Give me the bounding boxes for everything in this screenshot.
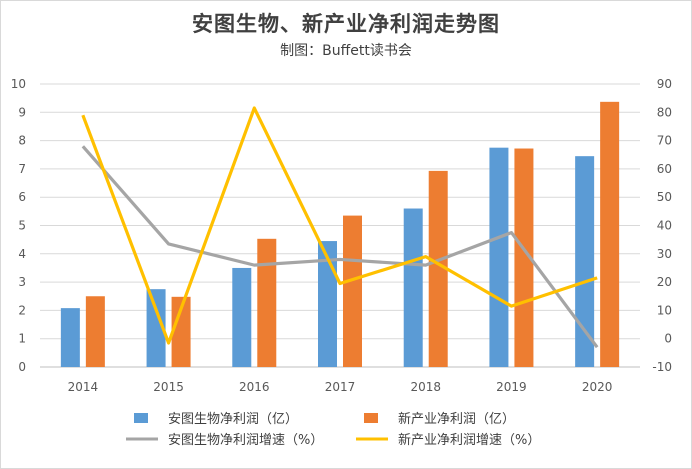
left-axis-tick-label: 8 [18,134,26,148]
legend-label: 新产业净利润（亿） [398,411,515,427]
right-axis-tick-label: 10 [657,303,672,317]
bar [171,296,191,367]
legend-label: 安图生物净利润（亿） [168,412,298,427]
bar [318,241,337,367]
legend-label: 新产业净利润增速（%） [398,432,540,448]
bar [600,101,620,367]
left-axis-tick-label: 3 [18,275,26,289]
left-axis-tick-label: 2 [18,303,26,317]
left-axis-tick-label: 5 [18,219,26,233]
left-axis-tick-label: 7 [18,162,26,176]
right-axis-tick-label: 90 [657,77,672,91]
right-axis-tick-label: 50 [657,190,672,204]
chart-subtitle: 制图：Buffett读书会 [280,43,412,59]
bar [514,148,534,367]
x-axis-tick-label: 2014 [68,380,99,394]
bar [85,296,105,367]
left-axis-tick-label: 0 [18,360,26,374]
legend-swatch [364,413,378,423]
right-axis-tick-label: 30 [657,247,672,261]
x-axis-tick-label: 2015 [153,380,184,394]
right-axis-tick-label: 60 [657,162,672,176]
bar [403,208,423,367]
bar [257,238,277,367]
left-axis-tick-label: 1 [18,332,26,346]
x-axis-tick-label: 2017 [325,380,356,394]
left-axis-tick-label: 6 [18,190,26,204]
chart-title: 安图生物、新产业净利润走势图 [192,12,500,36]
right-axis-tick-label: 20 [657,275,672,289]
right-axis-tick-label: -10 [652,360,672,374]
left-axis-tick-label: 9 [18,105,26,119]
x-axis-tick-label: 2016 [239,380,270,394]
right-axis-tick-label: 0 [664,332,672,346]
legend-label: 安图生物净利润增速（%） [168,433,323,448]
x-axis-tick-label: 2018 [410,380,441,394]
bar [343,215,362,367]
right-axis-tick-label: 80 [657,105,672,119]
bar [146,289,166,367]
x-axis-tick-label: 2020 [582,380,613,394]
bar [232,267,252,367]
bar [575,156,595,367]
right-axis-tick-label: 40 [657,219,672,233]
left-axis-tick-label: 10 [11,77,26,91]
legend-swatch [134,413,148,423]
x-axis-tick-label: 2019 [496,380,527,394]
bar [60,308,80,367]
left-axis-tick-label: 4 [18,247,26,261]
right-axis-tick-label: 70 [657,134,672,148]
bar [489,147,509,367]
bar [428,170,448,367]
